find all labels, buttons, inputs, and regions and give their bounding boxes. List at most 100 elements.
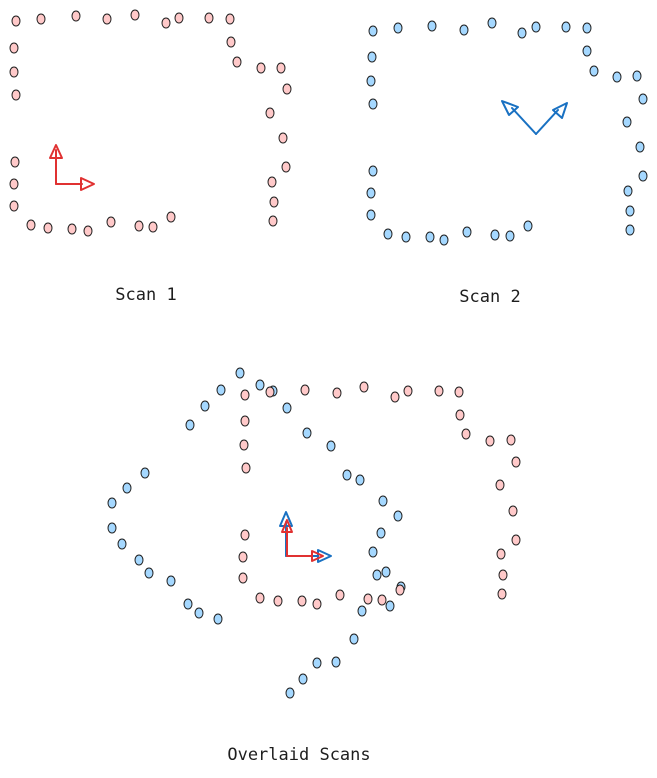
overlay-scan2-point xyxy=(117,538,127,550)
overlay-scan2-point xyxy=(183,598,193,610)
scan1-point xyxy=(269,196,279,208)
overlay-scan1-point xyxy=(363,593,373,605)
scan1-point xyxy=(232,56,242,68)
overlay-scan1-point xyxy=(241,462,251,474)
overlay-scan1-point xyxy=(506,434,516,446)
scan1-point xyxy=(67,223,77,235)
scan1-point xyxy=(10,156,20,168)
overlay-scan2-point xyxy=(372,569,382,581)
scan1-point xyxy=(166,211,176,223)
scan1-point xyxy=(265,107,275,119)
scan2-point xyxy=(368,98,378,110)
scan2-point xyxy=(459,24,469,36)
scan1-point xyxy=(281,161,291,173)
scan1-point xyxy=(148,221,158,233)
scan2-point xyxy=(439,234,449,246)
overlay-scan2-point-cloud xyxy=(107,367,406,699)
overlay-scan1-point xyxy=(495,479,505,491)
overlay-scan2-point xyxy=(312,657,322,669)
scan2-point xyxy=(582,45,592,57)
scan1-point xyxy=(161,17,171,29)
blue-coordinate-frame-icon xyxy=(501,100,568,135)
scan2-point xyxy=(383,228,393,240)
scan2-point xyxy=(523,220,533,232)
scan1-point xyxy=(71,10,81,22)
scan2-point xyxy=(505,230,515,242)
overlay-scan1-point xyxy=(273,595,283,607)
overlay-scan1-point xyxy=(240,415,250,427)
overlay-scan2-point xyxy=(282,402,292,414)
scan2-point xyxy=(425,231,435,243)
scan2-point xyxy=(366,187,376,199)
scan2-point xyxy=(531,21,541,33)
scan2-point xyxy=(632,70,642,82)
overlay-scan2-point xyxy=(200,400,210,412)
scan2-point xyxy=(368,165,378,177)
scan2-point xyxy=(582,22,592,34)
scan2-caption: Scan 2 xyxy=(459,287,520,307)
overlay-scan1-point xyxy=(265,386,275,398)
scan2-point xyxy=(427,20,437,32)
scan1-caption: Scan 1 xyxy=(115,285,176,305)
overlay-scan2-point xyxy=(381,566,391,578)
overlay-scan1-point xyxy=(240,389,250,401)
overlay-scan2-point xyxy=(144,567,154,579)
scan2-point-cloud xyxy=(366,17,648,246)
overlay-scan2-point xyxy=(378,495,388,507)
scan1-point xyxy=(36,13,46,25)
red-coordinate-frame-icon xyxy=(49,144,95,191)
overlay-scan2-point xyxy=(355,474,365,486)
scan2-point xyxy=(625,205,635,217)
scan2-point xyxy=(561,21,571,33)
scan2-point xyxy=(612,71,622,83)
scan1-point xyxy=(174,12,184,24)
overlay-scan2-point xyxy=(185,419,195,431)
scan1-point xyxy=(204,12,214,24)
overlay-scan2-point xyxy=(349,633,359,645)
overlay-scan1-point xyxy=(511,456,521,468)
overlay-scan1-point xyxy=(508,505,518,517)
overlay-scan1-point xyxy=(377,594,387,606)
overlay-scan2-point xyxy=(342,469,352,481)
overlay-scan2-point xyxy=(357,605,367,617)
overlay-scan2-point xyxy=(393,510,403,522)
scan1-point xyxy=(102,13,112,25)
overlay-scan1-point xyxy=(255,592,265,604)
overlay-scan1-point xyxy=(496,548,506,560)
overlay-scan2-point xyxy=(255,379,265,391)
overlay-scan1-point xyxy=(312,598,322,610)
scan1-point xyxy=(282,83,292,95)
scan1-point xyxy=(267,176,277,188)
overlay-scan1-point xyxy=(455,409,465,421)
scan2-point xyxy=(462,226,472,238)
scan2-point xyxy=(490,229,500,241)
scan2-point xyxy=(517,27,527,39)
overlay-scan1-point xyxy=(332,387,342,399)
overlay-scan1-point xyxy=(403,385,413,397)
overlay-scan1-point-cloud xyxy=(238,381,521,610)
scan2-point xyxy=(368,25,378,37)
overlay-scan2-point xyxy=(285,687,295,699)
overlay-scan1-point xyxy=(434,385,444,397)
scan1-point xyxy=(134,220,144,232)
scan2-point xyxy=(623,185,633,197)
scan2-point xyxy=(367,51,377,63)
scan1-point-cloud xyxy=(9,9,292,237)
overlay-scan1-point xyxy=(485,435,495,447)
overlay-scan2-point xyxy=(368,546,378,558)
scan1-point xyxy=(278,132,288,144)
scan2-point xyxy=(589,65,599,77)
scan2-point xyxy=(401,231,411,243)
scan2-point xyxy=(638,93,648,105)
scan1-point xyxy=(9,66,19,78)
scan1-point xyxy=(268,215,278,227)
overlay-scan2-point xyxy=(213,613,223,625)
overlay-scan1-point xyxy=(300,384,310,396)
overlay-scan2-point xyxy=(107,497,117,509)
scan1-point xyxy=(83,225,93,237)
overlay-scan1-point xyxy=(335,589,345,601)
scan1-point xyxy=(9,200,19,212)
scan1-point xyxy=(106,216,116,228)
overlay-scan1-point xyxy=(297,595,307,607)
